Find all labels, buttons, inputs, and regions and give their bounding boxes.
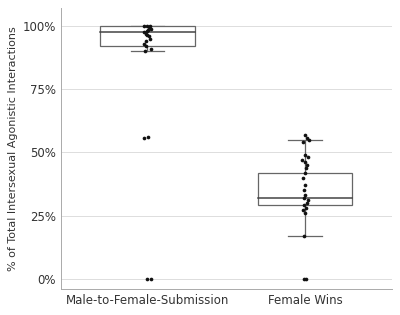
Point (300, 140, 306, 145)
Point (303, 165, 310, 170)
Point (146, 24, 153, 29)
Point (305, 137, 312, 142)
Point (147, 36, 153, 41)
Point (144, 276, 150, 281)
Point (144, 29, 151, 34)
Point (302, 152, 308, 158)
Y-axis label: % of Total Intersexual Agonistic Interactions: % of Total Intersexual Agonistic Interac… (8, 26, 18, 271)
Point (302, 183, 308, 188)
Point (145, 135, 152, 140)
Bar (100, 26, 195, 46)
Point (302, 170, 308, 175)
Point (301, 195, 307, 200)
Point (301, 233, 307, 238)
Point (304, 163, 310, 168)
Point (143, 39, 150, 44)
Point (148, 46, 154, 51)
Point (300, 175, 306, 180)
Point (305, 155, 312, 160)
Point (304, 198, 311, 203)
Bar (258, 173, 352, 205)
Point (302, 132, 308, 137)
Point (141, 30, 147, 35)
Point (300, 203, 307, 208)
Point (302, 210, 308, 215)
Point (146, 34, 152, 39)
Point (142, 49, 148, 54)
Point (142, 31, 149, 36)
Point (299, 158, 305, 163)
Point (301, 188, 307, 193)
Point (304, 136, 310, 141)
Point (300, 208, 306, 213)
Point (144, 32, 151, 37)
Point (141, 41, 147, 46)
Point (302, 193, 308, 198)
Point (141, 24, 147, 29)
Point (146, 25, 152, 30)
Point (301, 276, 307, 281)
Point (142, 44, 149, 49)
Point (304, 200, 310, 205)
Point (144, 27, 151, 32)
Point (144, 24, 150, 29)
Point (140, 136, 147, 141)
Point (302, 205, 309, 210)
Point (148, 276, 154, 281)
Point (148, 26, 154, 31)
Point (302, 160, 308, 165)
Point (303, 276, 310, 281)
